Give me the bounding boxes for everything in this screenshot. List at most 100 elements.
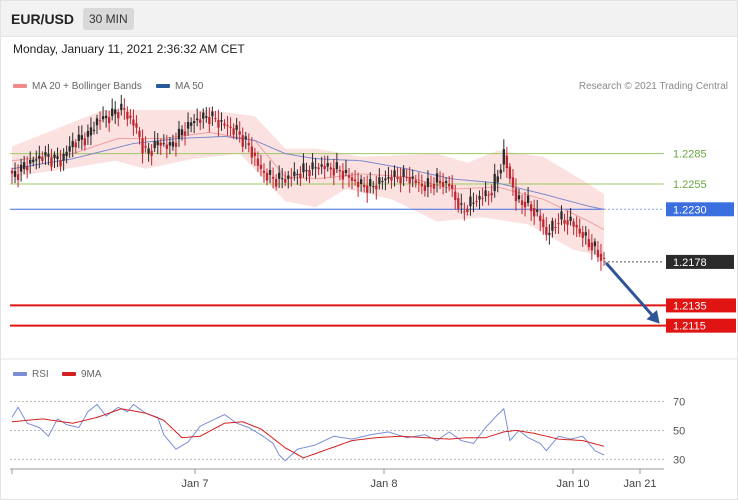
- candle-down: [533, 208, 536, 217]
- pivot-tag: [666, 202, 734, 217]
- candle-down: [107, 117, 111, 124]
- candle-down: [74, 142, 77, 148]
- legend-ma50-label: MA 50: [175, 81, 204, 92]
- candle-down: [253, 152, 257, 156]
- candle-up: [95, 118, 99, 126]
- candle-down: [408, 176, 411, 184]
- candle-up: [44, 152, 47, 156]
- candle-down: [454, 191, 457, 200]
- candle-down: [396, 176, 399, 179]
- candle-up: [147, 148, 150, 154]
- legend-9ma: 9MA: [62, 369, 102, 380]
- legend-ma20-label: MA 20 + Bollinger Bands: [32, 81, 142, 92]
- candle-up: [13, 170, 17, 177]
- current-price-tag: [666, 254, 734, 269]
- ma20-swatch-icon: [13, 84, 27, 89]
- ma50-line: [11, 135, 605, 210]
- candle-down: [229, 126, 232, 128]
- candle-up: [171, 141, 175, 147]
- candle-down: [417, 181, 420, 183]
- legend-ma50: MA 50: [156, 81, 203, 92]
- candle-up: [35, 159, 38, 161]
- candle-down: [350, 177, 354, 181]
- candle-up: [402, 169, 405, 177]
- candle-down: [505, 155, 509, 169]
- candle-down: [150, 150, 153, 156]
- candle-down: [557, 223, 560, 225]
- candle-up: [302, 163, 305, 173]
- candle-down: [353, 179, 357, 182]
- support-tag: [666, 318, 736, 333]
- candle-up: [536, 209, 539, 212]
- candle-up: [484, 190, 487, 197]
- ma9-swatch-icon: [62, 372, 76, 377]
- legend-rsi-label: RSI: [32, 369, 49, 380]
- legend-9ma-label: 9MA: [81, 369, 102, 380]
- candle-down: [390, 176, 393, 181]
- candle-up: [311, 162, 314, 170]
- x-axis-label: Jan 10: [556, 478, 589, 490]
- candle-up: [244, 136, 247, 139]
- candle-up: [89, 127, 93, 136]
- candle-down: [241, 135, 244, 147]
- candle-up: [22, 162, 26, 170]
- candle-down: [329, 167, 332, 170]
- candle-down: [529, 204, 533, 212]
- candle-up: [296, 174, 299, 176]
- candle-up: [71, 140, 74, 148]
- symbol-label: EUR/USD: [11, 11, 75, 27]
- candle-down: [599, 253, 603, 261]
- candle-up: [499, 169, 502, 174]
- candle-up: [111, 108, 114, 117]
- candle-up: [369, 179, 372, 187]
- candle-down: [123, 108, 126, 110]
- resistance-label: 1.2285: [673, 149, 707, 161]
- candle-down: [596, 249, 600, 258]
- candle-up: [162, 143, 165, 145]
- candle-up: [220, 120, 223, 122]
- candle-up: [19, 164, 23, 172]
- timeframe-button[interactable]: 30 MIN: [83, 8, 134, 30]
- candle-down: [247, 142, 250, 146]
- candle-up: [551, 220, 554, 231]
- candle-down: [347, 175, 351, 178]
- candle-down: [511, 177, 515, 188]
- candle-up: [526, 195, 530, 203]
- candle-down: [259, 164, 263, 169]
- pivot-label: 1.2230: [673, 204, 707, 216]
- candle-up: [186, 122, 190, 129]
- candle-up: [180, 129, 184, 136]
- candle-down: [214, 118, 217, 120]
- candle-up: [104, 115, 108, 119]
- candle-down: [144, 146, 147, 148]
- candle-down: [448, 183, 451, 187]
- rsi-ma-line: [11, 408, 605, 459]
- candle-up: [32, 159, 35, 163]
- candle-down: [475, 201, 478, 203]
- candle-down: [487, 194, 490, 196]
- candle-up: [293, 171, 296, 177]
- candle-down: [159, 142, 162, 146]
- support-tag: [666, 298, 736, 313]
- candle-down: [520, 200, 524, 206]
- candle-down: [141, 138, 144, 154]
- candle-down: [399, 176, 402, 184]
- rsi-tick-label: 30: [673, 454, 685, 466]
- candle-up: [101, 116, 105, 120]
- candle-up: [153, 141, 156, 149]
- candle-down: [308, 169, 311, 177]
- candle-up: [53, 154, 56, 159]
- candle-up: [469, 196, 472, 207]
- candle-down: [41, 157, 44, 161]
- candle-down: [132, 119, 135, 126]
- candle-up: [517, 195, 521, 200]
- candle-up: [202, 112, 205, 119]
- candle-down: [341, 170, 345, 180]
- candle-down: [490, 192, 493, 196]
- candle-down: [250, 146, 253, 158]
- candle-up: [378, 177, 381, 184]
- candle-down: [508, 166, 512, 179]
- candle-down: [429, 185, 433, 187]
- candle-up: [114, 109, 117, 115]
